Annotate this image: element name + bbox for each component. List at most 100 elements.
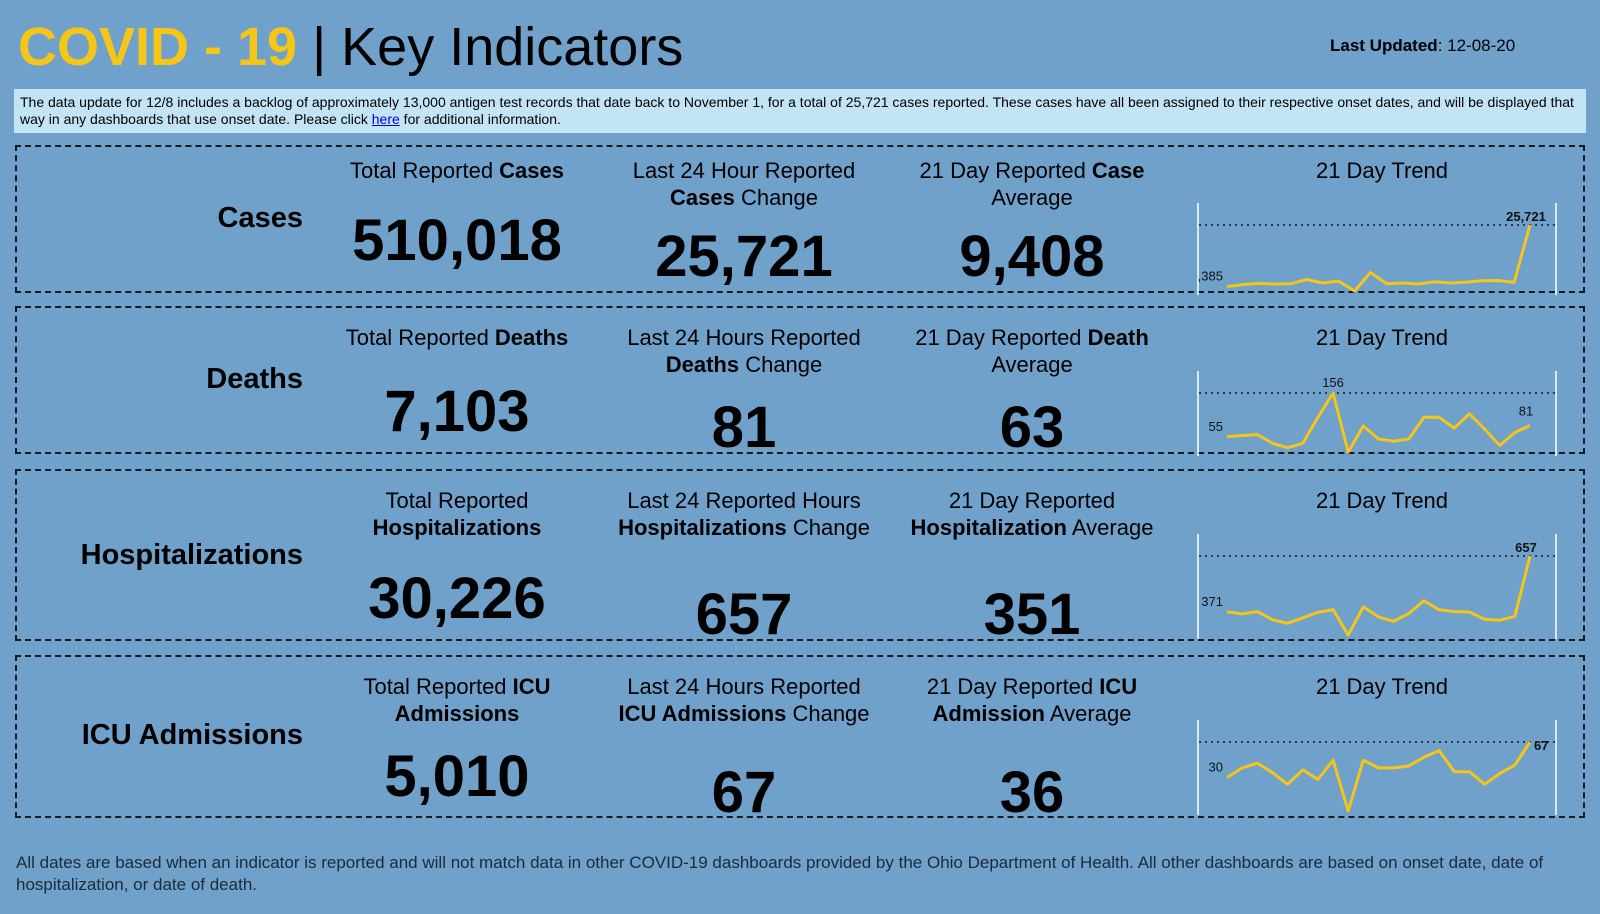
trend-title: 21 Day Trend [1315,674,1449,699]
average-stat: 21 Day Reported Case Average 9,408 [882,157,1182,289]
change-stat: Last 24 Hours Reported Deaths Change 81 [594,324,894,460]
indicator-panel: Deaths Total Reported Deaths 7,103 Last 24 … [15,306,1585,460]
trend-end-label: 657 [1515,540,1537,555]
average-value: 63 [999,395,1065,460]
trend-sparkline: 6,385 25,721 [1197,203,1557,295]
total-value: 30,226 [368,566,546,631]
total-header: Total Reported Cases [307,157,607,184]
trend-sparkline: 55 81 156 [1197,371,1557,456]
change-header-suffix: Change [734,185,819,210]
notice-text-end: for additional information. [399,111,561,127]
total-header-text: Total Reported [385,488,529,513]
row-label: ICU Admissions [81,719,303,751]
indicator-panel: Cases Total Reported Cases 510,018 Last 24 … [15,145,1585,295]
average-header-bold2: Hospitalization [910,515,1067,540]
trend-series-line [1226,391,1531,454]
change-value: 657 [695,582,793,647]
trend-title: 21 Day Trend [1315,488,1449,513]
trend-end-label: 81 [1519,404,1533,419]
total-header-text: Total Reported [345,325,495,350]
change-stat: Last 24 Reported Hours Hospitalizations C… [594,487,894,647]
average-header-text: 21 Day Reported [926,674,1100,699]
change-header-text: Last 24 Hours Reported [627,325,861,350]
trend-start-label: 30 [1209,759,1223,774]
title-separator: | [312,17,327,77]
total-header: Total Reported ICU Admissions [307,673,607,727]
change-header-text: Last 24 Reported Hours [627,488,861,513]
total-header-bold: ICU [512,674,551,699]
average-header: 21 Day Reported Hospitalization Average [882,487,1182,541]
change-header: Last 24 Hour Reported Cases Change [594,157,894,211]
total-stat: Total Reported Deaths 7,103 [307,324,607,444]
average-header-bold: ICU [1099,674,1138,699]
last-updated-label: Last Updated [1330,36,1438,55]
average-header-suffix: Average [1067,515,1154,540]
average-value: 36 [999,760,1065,825]
notice-link[interactable]: here [371,111,400,127]
average-stat: 21 Day Reported ICU Admission Average 36 [882,673,1182,825]
change-value: 67 [711,760,777,825]
trend-chart: 21 Day Trend 30 67 [1197,673,1572,815]
change-header-bold: ICU Admissions [618,701,787,726]
change-stat: Last 24 Hour Reported Cases Change 25,721 [594,157,894,289]
trend-start-label: 55 [1209,419,1223,434]
change-header-bold: Cases [669,185,735,210]
trend-chart: 21 Day Trend 6,385 25,721 [1197,157,1572,295]
trend-end-label: 25,721 [1506,209,1546,224]
indicator-panel: ICU Admissions Total Reported ICU Admissio… [15,655,1585,825]
trend-end-label: 67 [1534,738,1548,753]
average-header-bold2: Admission [932,701,1045,726]
total-header-bold: Deaths [494,325,569,350]
average-stat: 21 Day Reported Hospitalization Average 35… [882,487,1182,647]
page-title: COVID - 19 | Key Indicators [18,14,683,80]
total-stat: Total Reported Hospitalizations 30,226 [307,487,607,631]
average-header-bold: Death [1087,325,1149,350]
total-header-line2: Admissions [394,701,520,726]
change-header: Last 24 Reported Hours Hospitalizations C… [594,487,894,541]
notice-text: The data update for 12/8 includes a back… [20,94,1574,127]
change-stat: Last 24 Hours Reported ICU Admissions Cha… [594,673,894,825]
average-value: 9,408 [959,224,1105,289]
total-stat: Total Reported ICU Admissions 5,010 [307,673,607,809]
title-covid: COVID - 19 [18,17,298,77]
trend-peak-label: 156 [1322,375,1344,390]
change-header: Last 24 Hours Reported Deaths Change [594,324,894,378]
trend-start-label: 6,385 [1197,269,1223,284]
trend-sparkline: 30 67 [1197,720,1557,815]
change-header-suffix: Change [786,701,870,726]
footer-note: All dates are based when an indicator is… [16,853,1544,894]
average-header: 21 Day Reported Death Average [882,324,1182,378]
average-header-bold: Case [1091,158,1145,183]
change-value: 81 [711,395,777,460]
total-header-text: Total Reported [363,674,513,699]
trend-series-line [1226,555,1532,637]
average-header-suffix: Average [1045,701,1132,726]
total-value: 7,103 [384,379,530,444]
total-header-text: Total Reported [349,158,500,183]
trend-series-line [1226,224,1532,293]
trend-sparkline: 371 657 [1197,534,1557,639]
trend-title: 21 Day Trend [1315,325,1449,350]
trend-chart: 21 Day Trend 55 81 156 [1197,324,1572,456]
row-label: Deaths [206,363,303,395]
row-label: Cases [217,202,303,234]
last-updated-value: : 12-08-20 [1437,36,1516,55]
change-header-bold: Deaths [665,352,740,377]
average-header-text: 21 Day Reported [948,488,1116,513]
change-header-text: Last 24 Hours Reported [627,674,861,699]
change-header: Last 24 Hours Reported ICU Admissions Cha… [594,673,894,727]
data-notice: The data update for 12/8 includes a back… [14,89,1586,133]
average-stat: 21 Day Reported Death Average 63 [882,324,1182,460]
total-header-bold: Cases [499,158,565,183]
change-header-suffix: Change [739,352,823,377]
average-header-suffix: Average [991,185,1073,210]
change-header-text: Last 24 Hour Reported [632,158,856,183]
total-stat: Total Reported Cases 510,018 [307,157,607,273]
trend-title: 21 Day Trend [1315,158,1449,183]
total-header: Total Reported Deaths [307,324,607,351]
row-label: Hospitalizations [80,539,303,571]
average-header-text: 21 Day Reported [915,325,1088,350]
title-key-indicators: Key Indicators [341,17,684,77]
average-header-suffix: Average [991,352,1073,377]
change-header-suffix: Change [786,515,870,540]
